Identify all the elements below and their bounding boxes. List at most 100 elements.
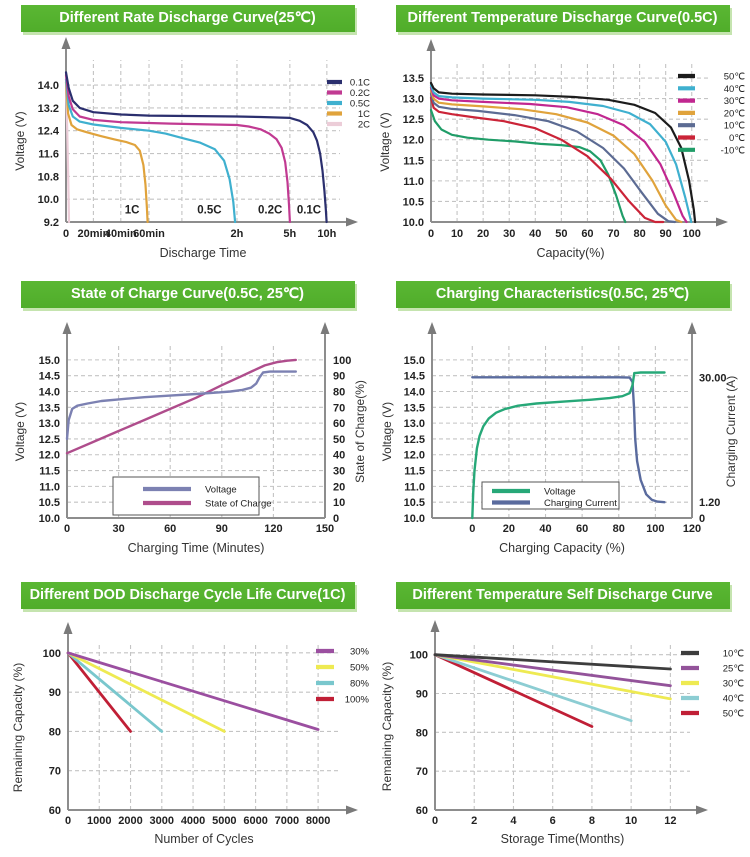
svg-text:11.0: 11.0: [404, 481, 425, 493]
svg-text:20: 20: [503, 523, 515, 535]
svg-text:80: 80: [416, 727, 428, 739]
panel-charging-characteristics: Charging Characteristics(0.5C, 25℃) 10.0…: [375, 265, 750, 565]
svg-text:11.0: 11.0: [403, 176, 424, 188]
svg-text:60: 60: [581, 228, 593, 240]
svg-text:0.2C: 0.2C: [350, 88, 370, 99]
svg-text:60: 60: [333, 418, 345, 430]
svg-text:30.00: 30.00: [699, 372, 727, 384]
svg-text:40: 40: [539, 523, 551, 535]
svg-text:10: 10: [625, 815, 637, 827]
svg-text:30: 30: [333, 466, 345, 478]
svg-text:11.5: 11.5: [39, 466, 60, 478]
svg-text:Remaining Capacity (%): Remaining Capacity (%): [380, 662, 394, 791]
svg-text:Voltage (V): Voltage (V): [380, 402, 394, 461]
svg-text:0: 0: [428, 228, 434, 240]
svg-text:14.0: 14.0: [404, 386, 425, 398]
svg-text:60min: 60min: [133, 228, 165, 240]
svg-text:30℃: 30℃: [723, 679, 745, 690]
svg-text:8: 8: [589, 815, 595, 827]
svg-text:14.5: 14.5: [404, 371, 425, 383]
svg-text:70: 70: [333, 402, 345, 414]
svg-text:-10℃: -10℃: [721, 145, 746, 156]
svg-text:Voltage (V): Voltage (V): [13, 111, 27, 170]
svg-text:5h: 5h: [283, 228, 296, 240]
temperature-discharge-chart-svg: 10.0 10.5 11.0 11.5 12.0 12.5 13.0 13.5 0 10 20 30 4…: [378, 39, 746, 260]
svg-text:50: 50: [333, 434, 345, 446]
svg-text:0.5C: 0.5C: [197, 204, 221, 216]
svg-text:13.0: 13.0: [403, 94, 424, 106]
svg-text:Number of Cycles: Number of Cycles: [154, 832, 253, 846]
svg-text:70: 70: [416, 766, 428, 778]
svg-text:120: 120: [264, 523, 282, 535]
svg-text:80: 80: [613, 523, 625, 535]
svg-text:80: 80: [333, 386, 345, 398]
svg-text:12.0: 12.0: [403, 135, 424, 147]
svg-text:15.0: 15.0: [39, 355, 60, 367]
svg-text:60: 60: [164, 523, 176, 535]
svg-text:100%: 100%: [345, 695, 370, 706]
svg-text:10.8: 10.8: [38, 171, 59, 183]
svg-text:12.4: 12.4: [38, 126, 60, 138]
panel-state-of-charge-curve: State of Charge Curve(0.5C, 25℃) 10.0 10.…: [0, 265, 375, 565]
svg-text:70: 70: [607, 228, 619, 240]
svg-text:Charging Current (A): Charging Current (A): [724, 376, 738, 487]
svg-text:0.5C: 0.5C: [350, 99, 370, 110]
state-of-charge-chart-svg: 10.0 10.5 11.0 11.5 12.0 12.5 13.0 13.5 14.0 14.5…: [13, 322, 367, 555]
svg-text:70: 70: [49, 766, 61, 778]
svg-text:10℃: 10℃: [724, 121, 746, 132]
svg-text:13.5: 13.5: [39, 402, 60, 414]
svg-text:30: 30: [112, 523, 124, 535]
svg-text:8000: 8000: [306, 815, 330, 827]
svg-text:0.2C: 0.2C: [258, 204, 282, 216]
svg-text:10.5: 10.5: [403, 196, 424, 208]
svg-text:13.5: 13.5: [403, 73, 424, 85]
svg-text:4: 4: [510, 815, 517, 827]
svg-text:7000: 7000: [275, 815, 299, 827]
svg-text:0: 0: [333, 513, 339, 525]
svg-text:10h: 10h: [317, 228, 336, 240]
svg-text:Storage Time(Months): Storage Time(Months): [501, 832, 625, 846]
svg-text:Voltage (V): Voltage (V): [13, 402, 27, 461]
svg-text:Discharge Time: Discharge Time: [160, 246, 247, 260]
svg-text:90: 90: [333, 371, 345, 383]
svg-text:9.2: 9.2: [44, 217, 59, 229]
svg-text:0℃: 0℃: [729, 133, 745, 144]
chart-title-banner: State of Charge Curve(0.5C, 25℃): [20, 281, 355, 308]
svg-text:10.5: 10.5: [404, 497, 425, 509]
svg-text:Charging Capacity (%): Charging Capacity (%): [499, 541, 625, 555]
svg-text:12.5: 12.5: [39, 434, 60, 446]
svg-text:10.0: 10.0: [38, 194, 59, 206]
svg-text:10: 10: [333, 497, 345, 509]
svg-text:13.0: 13.0: [39, 418, 60, 430]
svg-text:Voltage (V): Voltage (V): [378, 112, 392, 171]
svg-text:60: 60: [416, 805, 428, 817]
svg-text:Voltage: Voltage: [544, 487, 576, 498]
svg-text:80: 80: [633, 228, 645, 240]
svg-text:40min: 40min: [105, 228, 137, 240]
svg-text:30℃: 30℃: [724, 96, 746, 107]
svg-text:0.1C: 0.1C: [350, 78, 370, 89]
svg-text:100: 100: [683, 228, 701, 240]
svg-text:60: 60: [49, 805, 61, 817]
rate-discharge-chart-svg: 9.2 10.0 10.8 11.6 12.4 13.2 14.0 0 20min40min60…: [13, 37, 370, 260]
svg-text:14.0: 14.0: [38, 80, 59, 92]
svg-text:100: 100: [43, 648, 61, 660]
svg-text:12.0: 12.0: [404, 450, 425, 462]
svg-text:40℃: 40℃: [724, 84, 746, 95]
svg-text:0: 0: [63, 228, 69, 240]
svg-text:0: 0: [699, 513, 705, 525]
svg-text:100: 100: [333, 355, 351, 367]
svg-text:12.5: 12.5: [403, 114, 424, 126]
svg-text:90: 90: [49, 687, 61, 699]
chart-title-banner: Different Rate Discharge Curve(25℃): [20, 5, 355, 32]
svg-text:0.1C: 0.1C: [297, 204, 321, 216]
panel-rate-discharge-curve: Different Rate Discharge Curve(25℃) 9.2 1…: [0, 0, 375, 265]
temperature-self-discharge-chart-svg: 60 70 80 90 100 0 2 4 6 8 10 12 Remaining Capacity (…: [380, 620, 745, 846]
chart-title-banner: Different DOD Discharge Cycle Life Curve…: [20, 582, 355, 609]
svg-text:Voltage: Voltage: [205, 485, 237, 496]
svg-text:1C: 1C: [358, 109, 370, 120]
svg-text:13.5: 13.5: [404, 402, 425, 414]
svg-text:90: 90: [416, 688, 428, 700]
svg-text:15.0: 15.0: [404, 355, 425, 367]
panel-temperature-discharge-curve: Different Temperature Discharge Curve(0.…: [375, 0, 750, 265]
